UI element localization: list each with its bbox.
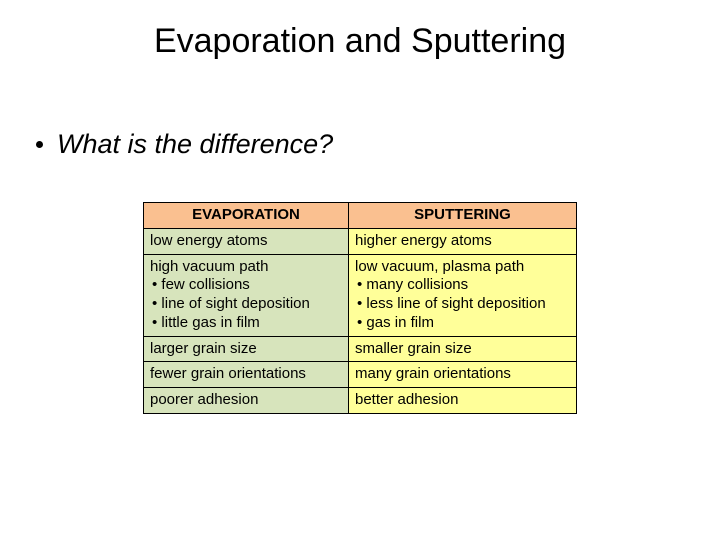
table-row: larger grain sizesmaller grain size bbox=[144, 336, 577, 362]
comparison-table: EVAPORATION SPUTTERING low energy atomsh… bbox=[143, 202, 577, 414]
cell-evaporation: poorer adhesion bbox=[144, 388, 349, 414]
table-row: poorer adhesionbetter adhesion bbox=[144, 388, 577, 414]
comparison-table-container: EVAPORATION SPUTTERING low energy atomsh… bbox=[0, 202, 720, 414]
table-row: high vacuum path• few collisions• line o… bbox=[144, 254, 577, 336]
table-header-row: EVAPORATION SPUTTERING bbox=[144, 203, 577, 229]
cell-sputtering: smaller grain size bbox=[349, 336, 577, 362]
cell-sputtering: low vacuum, plasma path• many collisions… bbox=[349, 254, 577, 336]
table-row: low energy atomshigher energy atoms bbox=[144, 228, 577, 254]
table-row: fewer grain orientationsmany grain orien… bbox=[144, 362, 577, 388]
question-text: What is the difference? bbox=[57, 129, 333, 160]
cell-evaporation: low energy atoms bbox=[144, 228, 349, 254]
cell-evaporation: fewer grain orientations bbox=[144, 362, 349, 388]
cell-sputtering: many grain orientations bbox=[349, 362, 577, 388]
cell-sputtering: higher energy atoms bbox=[349, 228, 577, 254]
cell-sputtering: better adhesion bbox=[349, 388, 577, 414]
bullet-dot-icon bbox=[36, 141, 43, 148]
bullet-item: What is the difference? bbox=[36, 129, 720, 160]
header-evaporation: EVAPORATION bbox=[144, 203, 349, 229]
table-body: low energy atomshigher energy atomshigh … bbox=[144, 228, 577, 413]
cell-evaporation: larger grain size bbox=[144, 336, 349, 362]
header-sputtering: SPUTTERING bbox=[349, 203, 577, 229]
slide-title: Evaporation and Sputtering bbox=[0, 0, 720, 61]
cell-evaporation: high vacuum path• few collisions• line o… bbox=[144, 254, 349, 336]
